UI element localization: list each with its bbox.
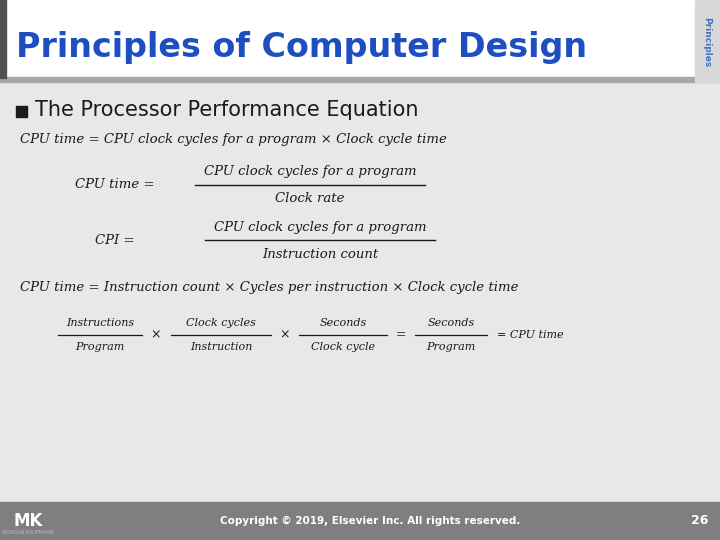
Text: = CPU time: = CPU time — [497, 330, 564, 340]
Bar — [0, 502, 720, 540]
Text: Clock cycles: Clock cycles — [186, 318, 256, 328]
Bar — [0, 0, 720, 78]
Text: MORGAN KAUFMANN: MORGAN KAUFMANN — [2, 530, 54, 535]
Text: 26: 26 — [691, 515, 708, 528]
Text: The Processor Performance Equation: The Processor Performance Equation — [35, 100, 418, 120]
Text: Principles of Computer Design: Principles of Computer Design — [16, 31, 587, 64]
Text: Seconds: Seconds — [320, 318, 366, 328]
Text: Seconds: Seconds — [428, 318, 474, 328]
Text: CPU clock cycles for a program: CPU clock cycles for a program — [214, 220, 426, 233]
Text: Clock rate: Clock rate — [275, 192, 345, 206]
Text: CPU time = CPU clock cycles for a program × Clock cycle time: CPU time = CPU clock cycles for a progra… — [20, 133, 447, 146]
Text: Instruction count: Instruction count — [262, 247, 378, 260]
Bar — [16, 106, 27, 117]
Text: ×: × — [280, 328, 290, 341]
Text: =: = — [396, 328, 406, 341]
Bar — [0, 77, 720, 82]
Bar — [695, 0, 720, 82]
Text: Principles: Principles — [703, 17, 711, 67]
Text: CPU time =: CPU time = — [75, 179, 159, 192]
Text: MK: MK — [13, 512, 42, 530]
Text: CPU time = Instruction count × Cycles per instruction × Clock cycle time: CPU time = Instruction count × Cycles pe… — [20, 281, 518, 294]
Text: Program: Program — [426, 342, 476, 352]
Text: Program: Program — [76, 342, 125, 352]
Text: ×: × — [150, 328, 161, 341]
Text: Copyright © 2019, Elsevier Inc. All rights reserved.: Copyright © 2019, Elsevier Inc. All righ… — [220, 516, 520, 526]
Text: CPI =: CPI = — [95, 233, 139, 246]
Text: Clock cycle: Clock cycle — [311, 342, 375, 352]
Text: Instruction: Instruction — [190, 342, 252, 352]
Bar — [0, 0, 6, 78]
Text: CPU clock cycles for a program: CPU clock cycles for a program — [204, 165, 416, 179]
Text: Instructions: Instructions — [66, 318, 134, 328]
